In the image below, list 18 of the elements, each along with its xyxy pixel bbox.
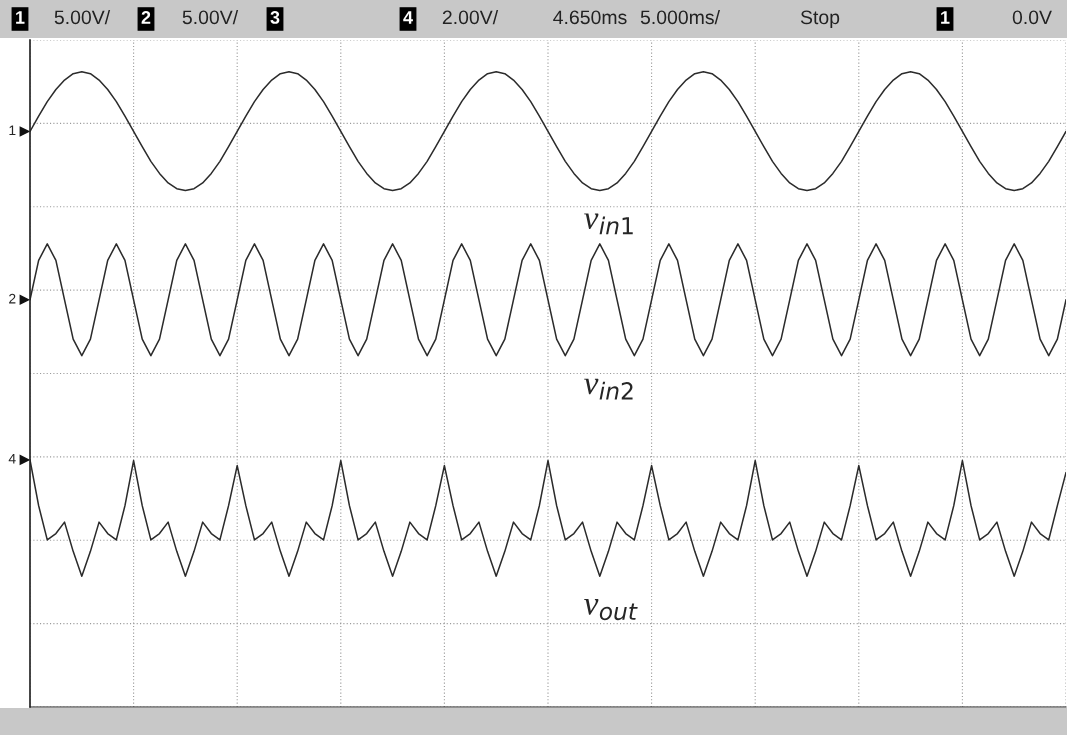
text: 5.00V/: [182, 9, 239, 25]
series-label: v$_{in1}$: [584, 213, 633, 235]
series-label: v$_{out}$: [584, 599, 638, 621]
series-label: v$_{in2}$: [584, 378, 633, 400]
text: 4: [8, 453, 16, 464]
text: 3: [270, 11, 280, 24]
text: 5.000ms/: [640, 9, 720, 25]
text: 2: [9, 293, 16, 304]
text: 2.00V/: [442, 9, 499, 25]
text: 0.0V: [1012, 10, 1052, 25]
text: Stop: [800, 10, 840, 29]
text: 4: [403, 11, 413, 24]
text: 1: [941, 11, 950, 24]
text: 5.00V/: [54, 9, 111, 25]
text: 2: [141, 11, 151, 24]
text: 1: [16, 11, 25, 24]
text: 1: [9, 125, 16, 136]
text: 4.650ms: [553, 10, 627, 25]
